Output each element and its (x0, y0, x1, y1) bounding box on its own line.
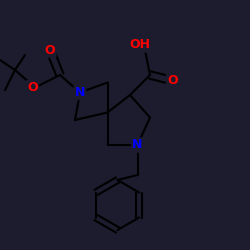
Text: O: O (27, 81, 38, 94)
Text: N: N (132, 138, 143, 151)
Text: O: O (45, 44, 55, 57)
Text: N: N (75, 86, 85, 99)
Text: OH: OH (130, 38, 150, 52)
Text: O: O (167, 74, 178, 86)
